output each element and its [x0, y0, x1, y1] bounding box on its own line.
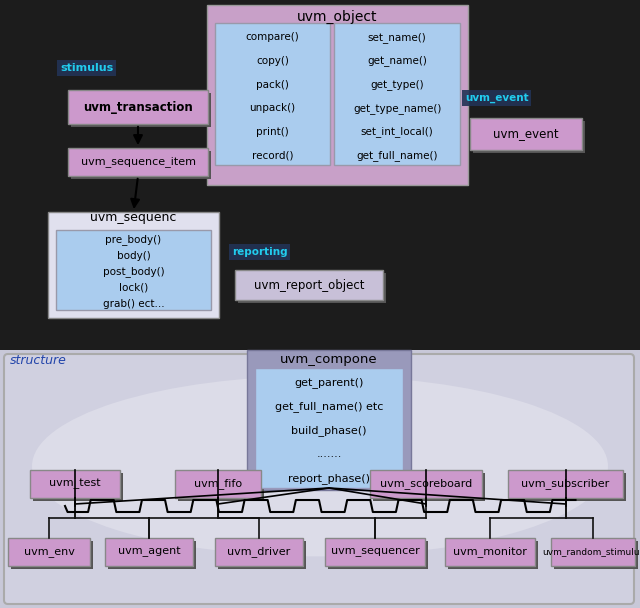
Bar: [175, 470, 261, 498]
Bar: [235, 270, 383, 300]
Text: uvm_test: uvm_test: [49, 478, 101, 489]
Bar: [33, 473, 123, 501]
Text: uvm_sequencer: uvm_sequencer: [331, 547, 419, 557]
Text: get_full_name(): get_full_name(): [356, 150, 438, 161]
Text: set_name(): set_name(): [368, 32, 426, 43]
Bar: [238, 273, 386, 303]
Text: uvm_random_stimulus: uvm_random_stimulus: [542, 547, 640, 556]
Text: uvm_event: uvm_event: [493, 128, 559, 140]
Text: uvm_fifo: uvm_fifo: [194, 478, 242, 489]
Bar: [370, 470, 482, 498]
Text: get_name(): get_name(): [367, 55, 427, 66]
Text: uvm_agent: uvm_agent: [118, 547, 180, 557]
Bar: [68, 90, 208, 124]
Bar: [207, 5, 468, 185]
Text: uvm_compone: uvm_compone: [280, 353, 378, 367]
Text: .......: .......: [316, 449, 342, 460]
Text: lock(): lock(): [119, 283, 148, 292]
Bar: [105, 538, 193, 566]
Bar: [373, 473, 485, 501]
Bar: [473, 121, 585, 153]
Bar: [11, 541, 93, 569]
Text: report_phase(): report_phase(): [288, 473, 370, 484]
Text: build_phase(): build_phase(): [291, 425, 367, 436]
Bar: [508, 470, 623, 498]
Bar: [255, 368, 403, 488]
FancyBboxPatch shape: [4, 354, 634, 604]
Text: pre_body(): pre_body(): [106, 234, 161, 245]
Text: compare(): compare(): [246, 32, 300, 42]
Text: unpack(): unpack(): [250, 103, 296, 113]
Text: body(): body(): [116, 250, 150, 261]
Bar: [551, 538, 635, 566]
Text: set_int_local(): set_int_local(): [361, 126, 433, 137]
Text: uvm_scoreboard: uvm_scoreboard: [380, 478, 472, 489]
Text: reporting: reporting: [232, 247, 287, 257]
Text: print(): print(): [256, 127, 289, 137]
Ellipse shape: [32, 376, 608, 556]
Bar: [48, 212, 219, 318]
Text: record(): record(): [252, 151, 293, 161]
Bar: [0, 0, 640, 350]
Bar: [448, 541, 538, 569]
Bar: [71, 93, 211, 127]
Bar: [325, 538, 425, 566]
Bar: [554, 541, 638, 569]
Text: pack(): pack(): [256, 80, 289, 89]
Text: copy(): copy(): [256, 56, 289, 66]
Text: uvm_sequence_item: uvm_sequence_item: [81, 156, 195, 167]
Text: uvm_object: uvm_object: [297, 10, 378, 24]
Text: uvm_monitor: uvm_monitor: [453, 547, 527, 558]
Bar: [445, 538, 535, 566]
Bar: [30, 470, 120, 498]
Bar: [218, 541, 306, 569]
Text: get_parent(): get_parent(): [294, 377, 364, 388]
Text: uvm_subscriber: uvm_subscriber: [522, 478, 610, 489]
Bar: [334, 23, 460, 165]
Text: uvm_driver: uvm_driver: [227, 547, 291, 558]
Bar: [56, 230, 211, 310]
Text: get_full_name() etc: get_full_name() etc: [275, 401, 383, 412]
Text: uvm_transaction: uvm_transaction: [83, 100, 193, 114]
Bar: [8, 538, 90, 566]
Text: grab() ect...: grab() ect...: [102, 299, 164, 309]
Bar: [511, 473, 626, 501]
Text: stimulus: stimulus: [60, 63, 113, 73]
Text: uvm_sequenc: uvm_sequenc: [90, 212, 177, 224]
Bar: [215, 538, 303, 566]
Bar: [247, 350, 411, 490]
Bar: [0, 350, 640, 608]
Text: uvm_report_object: uvm_report_object: [253, 278, 364, 291]
Text: get_type_name(): get_type_name(): [353, 103, 441, 114]
Bar: [215, 23, 330, 165]
Bar: [71, 151, 211, 179]
Text: get_type(): get_type(): [371, 79, 424, 90]
Bar: [328, 541, 428, 569]
Text: post_body(): post_body(): [102, 266, 164, 277]
Bar: [470, 118, 582, 150]
Text: uvm_env: uvm_env: [24, 547, 74, 557]
Text: uvm_event: uvm_event: [465, 93, 529, 103]
Bar: [108, 541, 196, 569]
Bar: [178, 473, 264, 501]
Bar: [68, 148, 208, 176]
Text: structure: structure: [10, 353, 67, 367]
